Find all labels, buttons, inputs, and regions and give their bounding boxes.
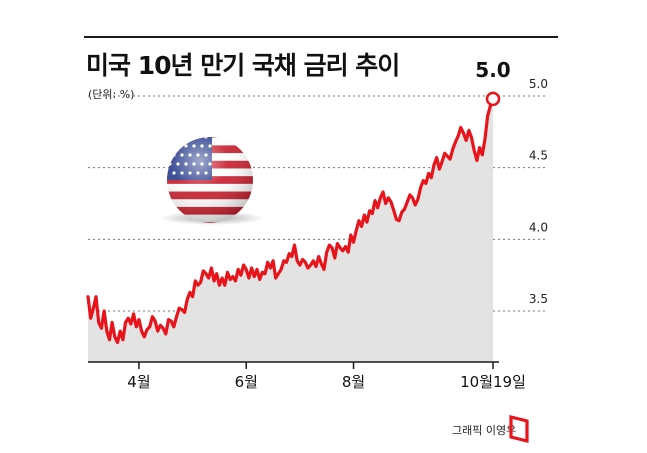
y-tick-label: 4.5	[529, 149, 548, 163]
y-tick-label: 4.0	[529, 220, 548, 234]
top-rule	[84, 36, 558, 38]
y-ticks: 3.5 4.0 4.5 5.0	[529, 77, 548, 306]
x-tick-label: 4월	[127, 373, 150, 391]
end-point-marker	[485, 91, 501, 107]
yield-line	[86, 97, 495, 345]
red-logo-icon	[509, 414, 529, 444]
y-tick-label: 3.5	[529, 292, 548, 306]
unit-label: (단위: %)	[88, 88, 135, 101]
area-fill	[88, 98, 493, 363]
us-flag-icon	[160, 137, 264, 225]
x-tick-label: 8월	[342, 373, 365, 391]
x-ticks: 4월 6월 8월 10월19일	[127, 362, 526, 391]
y-tick-label: 5.0	[529, 77, 548, 91]
x-tick-label: 10월19일	[460, 373, 526, 391]
x-tick-label: 6월	[235, 373, 258, 391]
end-value-label: 5.0	[475, 58, 510, 82]
graphic-credit: 그래픽 이영우	[452, 424, 517, 437]
chart-title: 미국 10년 만기 국채 금리 추이	[86, 51, 400, 80]
